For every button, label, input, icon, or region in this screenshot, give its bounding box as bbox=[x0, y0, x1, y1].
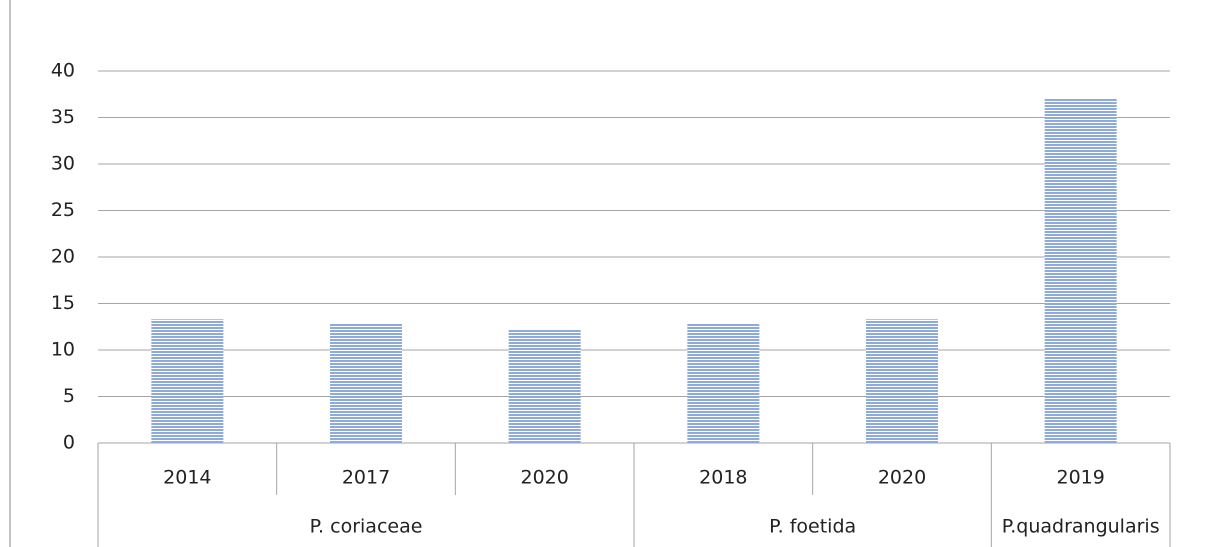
y-tick-label: 15 bbox=[51, 292, 75, 314]
group-label: P. coriaceae bbox=[310, 516, 423, 538]
y-tick-label: 10 bbox=[51, 339, 75, 361]
y-tick-label: 20 bbox=[51, 246, 75, 268]
bar bbox=[151, 319, 224, 443]
bar bbox=[1044, 98, 1117, 444]
y-tick-label: 40 bbox=[51, 60, 75, 82]
x-tick-label: 2018 bbox=[699, 467, 747, 489]
bar bbox=[866, 319, 938, 443]
x-tick-label: 2020 bbox=[878, 467, 926, 489]
x-tick-label: 2017 bbox=[342, 467, 390, 489]
x-tick-label: 2020 bbox=[520, 467, 568, 489]
y-tick-label: 30 bbox=[51, 153, 75, 175]
y-tick-label: 25 bbox=[51, 199, 75, 221]
bar bbox=[330, 323, 402, 443]
y-tick-label: 0 bbox=[63, 432, 75, 454]
x-tick-label: 2014 bbox=[163, 467, 211, 489]
y-tick-label: 35 bbox=[51, 106, 75, 128]
bar bbox=[687, 323, 760, 443]
group-label: P.quadrangularis bbox=[1002, 516, 1160, 538]
bar bbox=[508, 329, 581, 443]
y-tick-label: 5 bbox=[63, 385, 75, 407]
x-tick-label: 2019 bbox=[1056, 467, 1104, 489]
group-label: P. foetida bbox=[769, 516, 856, 538]
